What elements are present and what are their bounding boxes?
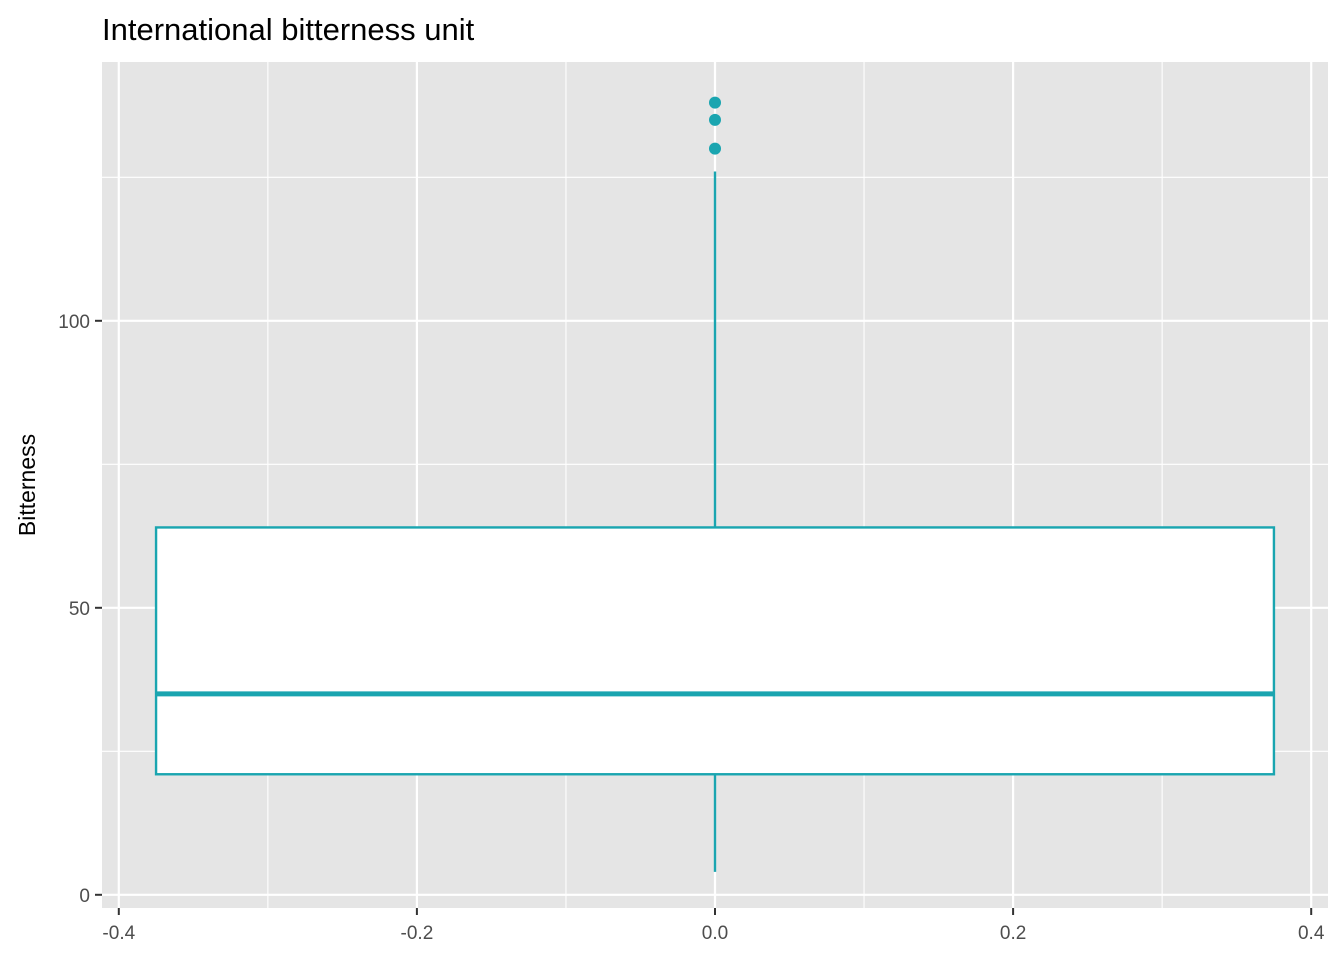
outlier-point xyxy=(709,113,721,126)
x-tick-label: 0.2 xyxy=(1000,923,1026,944)
chart-title: International bitterness unit xyxy=(102,12,475,47)
iqr-box xyxy=(154,526,1276,776)
x-tick-label: 0.4 xyxy=(1298,923,1325,944)
y-axis: 0 50 100 xyxy=(58,312,102,907)
outlier-point xyxy=(709,96,721,109)
box-marks xyxy=(154,96,1276,872)
x-axis: -0.4 -0.2 0.0 0.2 0.4 xyxy=(102,908,1325,944)
y-tick-label: 50 xyxy=(69,599,90,620)
y-tick-label: 100 xyxy=(58,312,90,333)
x-tick-label: 0.0 xyxy=(702,923,728,944)
outlier-point xyxy=(709,142,721,155)
x-tick-label: -0.4 xyxy=(102,923,135,944)
y-tick-label: 0 xyxy=(79,886,90,907)
y-axis-label: Bitterness xyxy=(14,434,40,536)
x-tick-label: -0.2 xyxy=(401,923,434,944)
